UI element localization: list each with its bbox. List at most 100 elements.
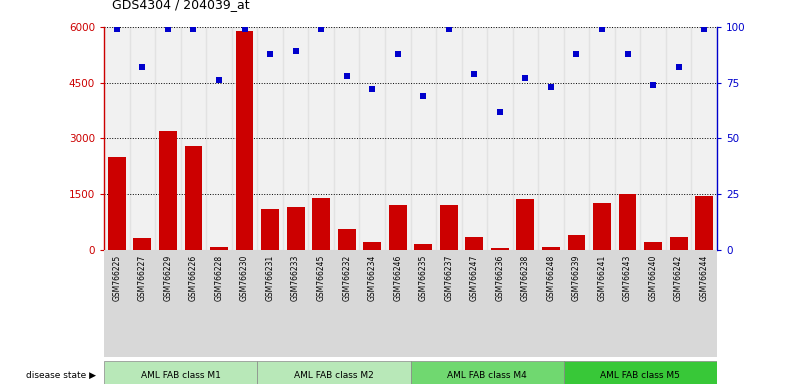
Bar: [465, 237, 483, 250]
Bar: [104, 361, 257, 384]
Bar: [155, 27, 181, 250]
Bar: [287, 207, 304, 250]
Text: GSM766239: GSM766239: [572, 255, 581, 301]
Text: GSM766235: GSM766235: [419, 255, 428, 301]
Point: [646, 82, 659, 88]
Text: GSM766247: GSM766247: [470, 255, 479, 301]
Text: GSM766248: GSM766248: [546, 255, 555, 301]
Bar: [334, 27, 360, 250]
Text: GSM766242: GSM766242: [674, 255, 683, 301]
Bar: [364, 242, 381, 250]
Bar: [338, 229, 356, 250]
Point: [340, 73, 353, 79]
Bar: [491, 248, 509, 250]
Point: [672, 64, 685, 70]
Text: GSM766246: GSM766246: [393, 255, 402, 301]
Bar: [308, 27, 334, 250]
Bar: [385, 27, 410, 250]
Point: [698, 26, 710, 32]
Bar: [181, 27, 207, 250]
Text: GSM766225: GSM766225: [112, 255, 122, 301]
Point: [493, 108, 506, 114]
Bar: [593, 203, 611, 250]
Bar: [184, 146, 203, 250]
Bar: [513, 27, 538, 250]
Bar: [312, 198, 330, 250]
Point: [264, 51, 276, 57]
Text: GSM766233: GSM766233: [291, 255, 300, 301]
Text: GSM766230: GSM766230: [240, 255, 249, 301]
Text: GSM766226: GSM766226: [189, 255, 198, 301]
Point: [162, 26, 175, 32]
Text: AML FAB class M5: AML FAB class M5: [601, 371, 680, 380]
Bar: [590, 27, 615, 250]
Text: GSM766237: GSM766237: [445, 255, 453, 301]
Bar: [159, 131, 177, 250]
Point: [238, 26, 251, 32]
Text: GSM766244: GSM766244: [699, 255, 709, 301]
Bar: [210, 247, 228, 250]
Point: [442, 26, 455, 32]
Bar: [130, 27, 155, 250]
Bar: [283, 27, 308, 250]
Bar: [670, 237, 687, 250]
Bar: [360, 27, 385, 250]
Bar: [104, 27, 130, 250]
Point: [417, 93, 429, 99]
Bar: [235, 31, 253, 250]
Text: GSM766243: GSM766243: [623, 255, 632, 301]
Point: [468, 71, 481, 77]
Point: [392, 51, 405, 57]
Text: GDS4304 / 204039_at: GDS4304 / 204039_at: [112, 0, 250, 12]
Text: GSM766231: GSM766231: [266, 255, 275, 301]
Text: GSM766229: GSM766229: [163, 255, 172, 301]
Bar: [414, 244, 433, 250]
Bar: [542, 247, 560, 250]
Bar: [436, 27, 461, 250]
Bar: [487, 27, 513, 250]
Point: [111, 26, 123, 32]
Bar: [108, 157, 126, 250]
Text: GSM766238: GSM766238: [521, 255, 530, 301]
Point: [315, 26, 328, 32]
Text: disease state ▶: disease state ▶: [26, 371, 96, 380]
Text: GSM766234: GSM766234: [368, 255, 376, 301]
Point: [570, 51, 583, 57]
Bar: [568, 235, 586, 250]
Bar: [104, 250, 717, 357]
Text: GSM766232: GSM766232: [342, 255, 351, 301]
Bar: [517, 200, 534, 250]
Text: AML FAB class M4: AML FAB class M4: [447, 371, 527, 380]
Text: AML FAB class M1: AML FAB class M1: [141, 371, 220, 380]
Point: [366, 86, 379, 92]
Bar: [440, 205, 457, 250]
Bar: [564, 27, 590, 250]
Bar: [640, 27, 666, 250]
Bar: [461, 27, 487, 250]
Point: [212, 77, 225, 83]
Bar: [615, 27, 640, 250]
Bar: [207, 27, 231, 250]
Bar: [388, 205, 407, 250]
Bar: [666, 27, 691, 250]
Bar: [695, 196, 713, 250]
Point: [596, 26, 609, 32]
Bar: [261, 209, 279, 250]
Bar: [691, 27, 717, 250]
Bar: [644, 242, 662, 250]
Point: [545, 84, 557, 90]
Bar: [257, 27, 283, 250]
Point: [519, 75, 532, 81]
Bar: [134, 238, 151, 250]
Text: GSM766240: GSM766240: [649, 255, 658, 301]
Text: GSM766245: GSM766245: [316, 255, 326, 301]
Text: AML FAB class M2: AML FAB class M2: [294, 371, 374, 380]
Bar: [410, 361, 564, 384]
Bar: [564, 361, 717, 384]
Bar: [231, 27, 257, 250]
Bar: [618, 194, 637, 250]
Bar: [257, 361, 410, 384]
Point: [289, 48, 302, 55]
Point: [621, 51, 634, 57]
Bar: [538, 27, 564, 250]
